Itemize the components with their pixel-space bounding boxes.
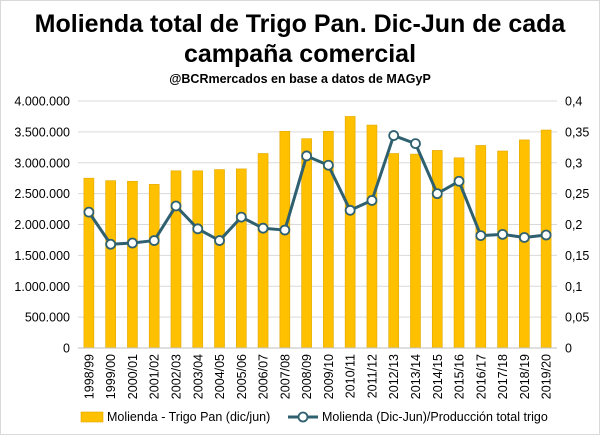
bar	[214, 169, 225, 349]
legend-line-label: Molienda (Dic-Jun)/Producción total trig…	[322, 410, 548, 424]
ratio-point	[170, 200, 182, 212]
chart-title-line-1: Molienda total de Trigo Pan. Dic-Jun de …	[35, 10, 567, 38]
x-axis-category-label: 2006/07	[257, 354, 271, 399]
right-axis-tick-label: 0,35	[565, 125, 589, 139]
x-axis-category-label: 2016/17	[474, 354, 488, 399]
ratio-point	[344, 204, 356, 216]
x-axis-category-label: 2009/10	[322, 354, 336, 399]
right-axis-tick-label: 0,3	[565, 156, 582, 170]
bar	[388, 153, 400, 349]
x-axis-category-label: 2004/05	[213, 354, 227, 399]
ratio-point	[431, 188, 443, 200]
ratio-point	[127, 237, 138, 249]
bar	[431, 150, 443, 349]
ratio-point	[410, 138, 421, 150]
ratio-point	[388, 130, 400, 141]
bar	[279, 130, 291, 349]
legend: Molienda - Trigo Pan (dic/jun) Molienda …	[80, 410, 548, 424]
right-axis-tick-label: 0,05	[565, 311, 589, 325]
left-axis-tick-label: 4.000.000	[14, 95, 70, 109]
chart-title-line-2: campaña comercial	[184, 40, 416, 68]
x-axis-category-label: 1999/00	[104, 354, 118, 399]
right-axis-tick-label: 0,25	[565, 187, 589, 201]
ratio-point	[518, 232, 530, 243]
ratio-point	[453, 175, 465, 187]
ratio-point	[214, 235, 225, 246]
right-y-axis: 0 0,05 0,1 0,15 0,2 0,25 0,3 0,35 0,4	[565, 95, 589, 356]
bar	[410, 153, 421, 349]
ratio-point	[279, 224, 291, 236]
ratio-point	[192, 223, 204, 235]
ratio-point	[540, 229, 552, 241]
x-axis-category-label: 2011/12	[365, 354, 379, 398]
right-axis-tick-label: 0,4	[565, 95, 582, 109]
ratio-line	[87, 134, 547, 246]
ratio-point	[497, 228, 508, 240]
ratio-point	[83, 206, 95, 218]
x-axis-category-label: 2000/01	[126, 354, 140, 399]
x-axis-category-label: 2018/19	[518, 354, 532, 399]
x-axis-category-label: 2012/13	[387, 354, 401, 399]
ratio-point	[301, 150, 313, 162]
ratio-line-series	[83, 130, 552, 250]
x-axis-category-label: 2003/04	[191, 354, 205, 399]
left-axis-tick-label: 2.000.000	[14, 218, 70, 232]
x-axis-category-label: 2019/20	[540, 354, 554, 399]
left-axis-tick-label: 1.000.000	[14, 280, 70, 294]
bar	[148, 184, 160, 349]
x-axis-category-label: 2010/11	[344, 354, 358, 398]
x-axis-category-label: 2001/02	[148, 354, 162, 399]
x-axis-category-label: 2014/15	[431, 354, 445, 399]
bar	[519, 139, 530, 349]
x-axis-category-label: 2007/08	[278, 354, 292, 399]
ratio-point	[322, 159, 334, 171]
x-axis-category-label: 2005/06	[235, 354, 249, 399]
ratio-point	[105, 238, 117, 250]
x-axis-category-label: 2013/14	[409, 354, 423, 399]
bar	[235, 168, 247, 349]
ratio-point	[475, 230, 487, 242]
legend-bar-label: Molienda - Trigo Pan (dic/jun)	[107, 410, 270, 424]
bar	[344, 116, 356, 349]
chart-subtitle: @BCRmercados en base a datos de MAGyP	[169, 72, 431, 86]
bar	[257, 153, 269, 349]
bar	[192, 170, 204, 349]
x-axis-category-label: 2008/09	[300, 354, 314, 399]
x-axis-category-label: 2002/03	[169, 354, 183, 399]
bar	[497, 150, 508, 349]
left-y-axis: 0 500.000 1.000.000 1.500.000 2.000.000 2.500…	[14, 95, 70, 356]
left-axis-tick-label: 1.500.000	[14, 249, 70, 263]
bar-series	[83, 116, 552, 349]
x-axis: 1998/99 1999/00 2000/01 2001/02 2002/03 2003/…	[78, 347, 557, 399]
legend-line-marker	[297, 411, 309, 423]
bar	[127, 180, 138, 349]
left-axis-tick-label: 3.500.000	[14, 125, 70, 139]
x-axis-category-label: 2015/16	[453, 354, 467, 399]
legend-bar-swatch	[80, 411, 104, 423]
bar	[475, 145, 487, 349]
left-axis-tick-label: 2.500.000	[14, 187, 70, 201]
left-axis-tick-label: 500.000	[25, 311, 70, 325]
x-axis-category-label: 2017/18	[496, 354, 510, 399]
ratio-point	[366, 195, 378, 206]
bar	[366, 124, 378, 349]
right-axis-tick-label: 0	[565, 342, 572, 356]
right-axis-tick-label: 0,2	[565, 218, 582, 232]
bar	[105, 180, 116, 349]
ratio-point	[257, 222, 269, 234]
right-axis-tick-label: 0,15	[565, 249, 589, 263]
bar	[83, 177, 95, 349]
ratio-point	[235, 211, 247, 223]
ratio-point	[148, 235, 160, 246]
right-axis-tick-label: 0,1	[565, 280, 582, 294]
left-axis-tick-label: 0	[63, 342, 70, 356]
bar	[170, 170, 182, 349]
x-axis-category-label: 1998/99	[82, 354, 96, 399]
left-axis-tick-label: 3.000.000	[14, 156, 70, 170]
